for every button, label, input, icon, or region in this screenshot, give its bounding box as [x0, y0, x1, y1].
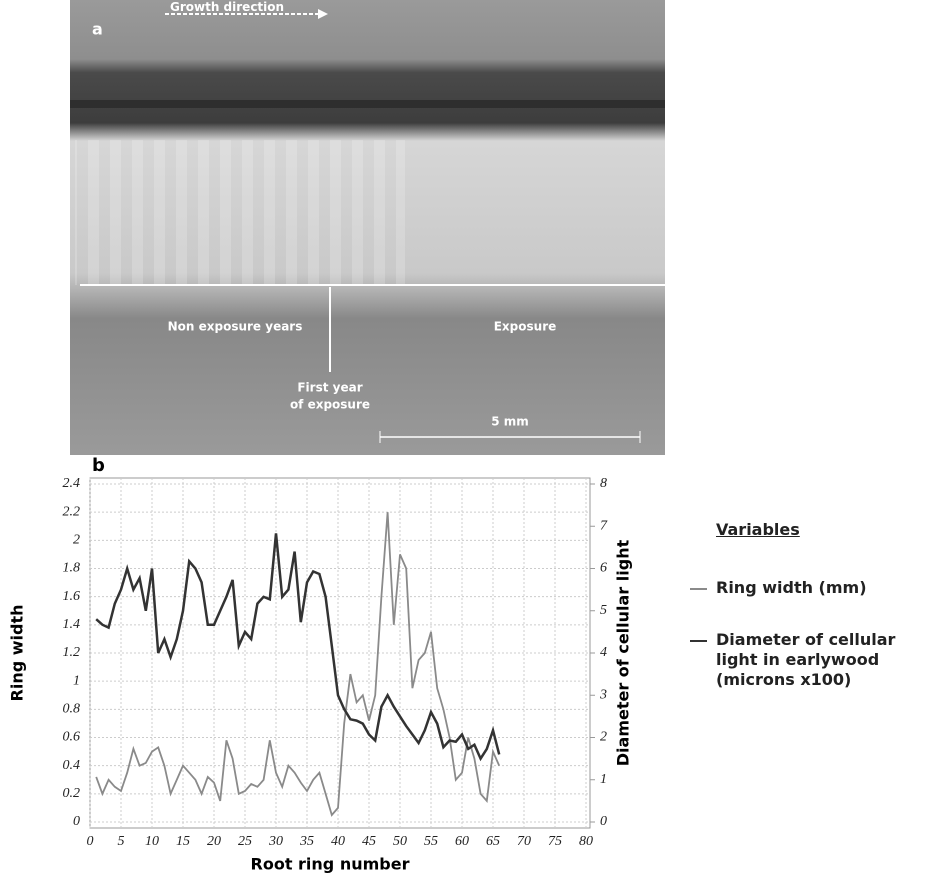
legend-swatch: [690, 640, 707, 642]
y2-tick-label: 0: [600, 814, 607, 829]
x-tick-label: 60: [455, 834, 469, 849]
photo: a Growth direction Non exposure years Ex…: [70, 0, 665, 455]
x-tick-label: 55: [424, 834, 438, 849]
scale-label: 5 mm: [491, 415, 529, 429]
exposure-label: Exposure: [494, 320, 557, 334]
x-tick-label: 10: [145, 834, 159, 849]
x-tick-label: 50: [393, 834, 407, 849]
x-tick-label: 15: [176, 834, 190, 849]
x-tick-label: 75: [548, 834, 562, 849]
legend-label: Ring width (mm): [716, 578, 867, 597]
series-line: [95, 512, 501, 817]
y-tick-label: 0.8: [63, 702, 81, 717]
y-tick-label: 0.2: [63, 786, 81, 801]
series-line: [95, 533, 501, 762]
x-tick-label: 0: [87, 834, 94, 849]
y2-tick-label: 1: [600, 772, 607, 787]
y2-tick-label: 2: [600, 730, 607, 745]
y-tick-label: 2.2: [63, 504, 81, 519]
y-tick-label: 0.4: [63, 758, 81, 773]
first-year-label: of exposure: [290, 398, 370, 412]
legend-swatch: [690, 588, 707, 590]
x-tick-label: 25: [238, 834, 252, 849]
non-exposure-label: Non exposure years: [168, 320, 303, 334]
y-tick-label: 2: [73, 533, 80, 548]
y-axis-label: Ring width: [8, 605, 27, 702]
y2-tick-label: 6: [600, 561, 607, 576]
y-tick-label: 1: [73, 673, 80, 688]
x-tick-label: 70: [517, 834, 531, 849]
x-tick-label: 45: [362, 834, 376, 849]
y2-tick-label: 4: [600, 645, 607, 660]
y-tick-label: 1.8: [63, 561, 81, 576]
first-year-label: First year: [297, 381, 362, 395]
y-tick-label: 2.4: [63, 476, 81, 491]
legend-label: Diameter of cellular light in earlywood …: [716, 630, 896, 689]
x-tick-label: 30: [268, 834, 283, 849]
panel-label: b: [92, 455, 105, 476]
y-tick-label: 1.6: [63, 589, 81, 604]
x-tick-label: 5: [118, 834, 125, 849]
legend-title: Variables: [716, 520, 800, 539]
panel-label: a: [92, 20, 103, 39]
y-tick-label: 1.2: [63, 645, 81, 660]
y2-tick-label: 8: [600, 476, 607, 491]
y2-axis-label: Diameter of cellular light: [614, 539, 633, 766]
y2-tick-label: 3: [599, 687, 607, 702]
y2-tick-label: 7: [600, 518, 608, 533]
x-axis-label: Root ring number: [251, 855, 410, 874]
x-tick-label: 80: [579, 834, 593, 849]
x-tick-label: 65: [486, 834, 500, 849]
x-tick-label: 40: [331, 834, 345, 849]
growth-label: Growth direction: [170, 0, 284, 14]
y2-tick-label: 5: [600, 603, 607, 618]
y-tick-label: 0: [73, 814, 80, 829]
x-tick-label: 20: [207, 834, 221, 849]
y-tick-label: 1.4: [63, 617, 81, 632]
x-tick-label: 35: [299, 834, 314, 849]
y-tick-label: 0.6: [63, 730, 81, 745]
